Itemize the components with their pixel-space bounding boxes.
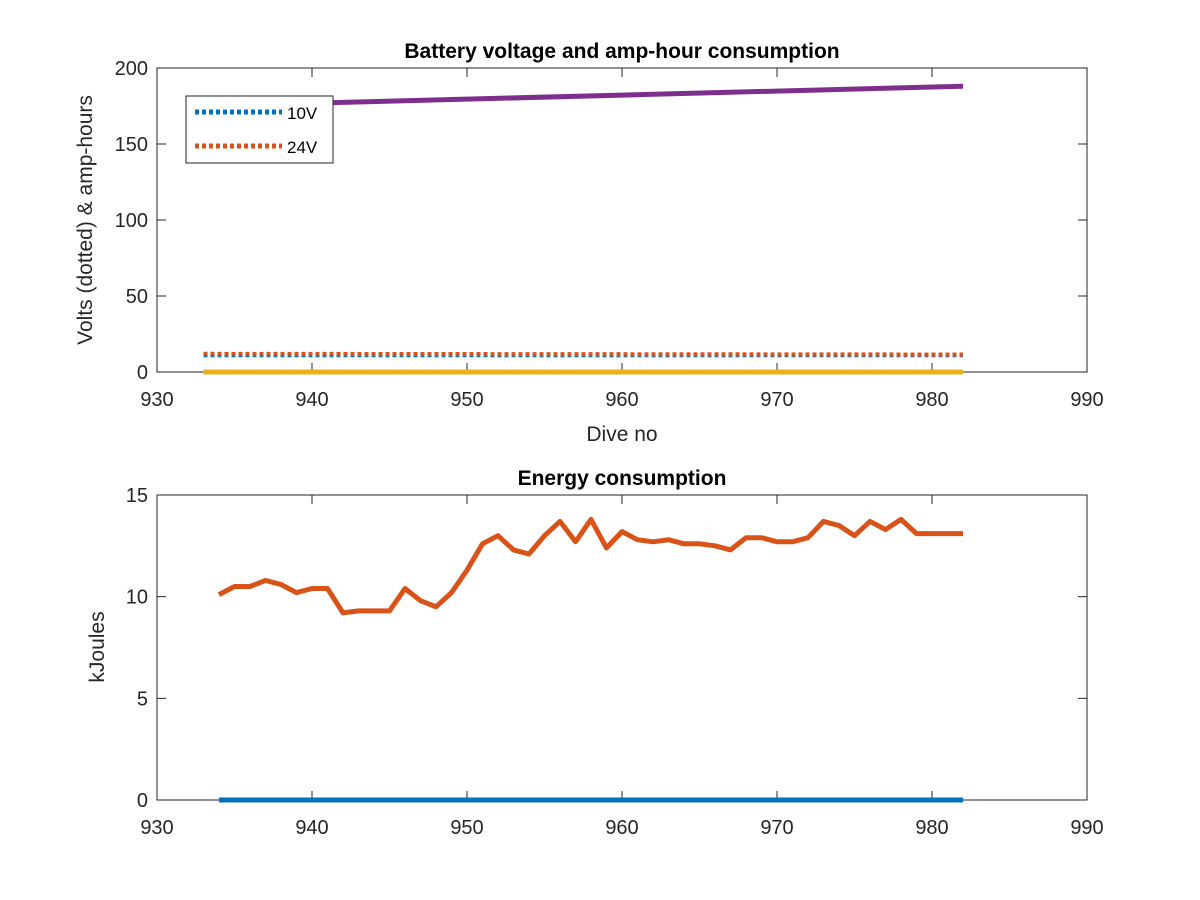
energy-y-tick-label: 10 xyxy=(126,587,148,609)
energy-x-tick-label: 980 xyxy=(915,817,948,839)
energy-ticks: 930 940 950 960 970 980 990 0 5 10 15 xyxy=(126,485,1104,839)
voltage-axes: Battery voltage and amp-hour consumption… xyxy=(74,40,1104,446)
voltage-x-tick-label: 960 xyxy=(605,389,638,411)
voltage-series-line-1 xyxy=(203,351,964,357)
energy-series-line-1 xyxy=(217,516,963,616)
voltage-y-tick-label: 100 xyxy=(115,210,148,232)
energy-x-tick-label: 940 xyxy=(295,817,328,839)
voltage-x-tick-label: 980 xyxy=(915,389,948,411)
energy-x-tick-label: 990 xyxy=(1070,817,1103,839)
voltage-y-tick-label: 50 xyxy=(126,286,148,308)
voltage-x-tick-label: 930 xyxy=(140,389,173,411)
voltage-chart-title: Battery voltage and amp-hour consumption xyxy=(404,40,839,63)
legend-label-10v: 10V xyxy=(287,104,318,123)
energy-x-tick-label: 960 xyxy=(605,817,638,839)
energy-y-tick-label: 15 xyxy=(126,485,148,507)
voltage-x-axis-label: Dive no xyxy=(586,423,657,446)
energy-y-tick-label: 0 xyxy=(137,790,148,812)
energy-y-tick-label: 5 xyxy=(137,688,148,710)
voltage-x-tick-label: 940 xyxy=(295,389,328,411)
voltage-y-tick-label: 0 xyxy=(137,362,148,384)
energy-x-tick-label: 970 xyxy=(760,817,793,839)
voltage-x-tick-label: 970 xyxy=(760,389,793,411)
energy-series-group xyxy=(217,516,963,803)
legend-box xyxy=(185,95,334,164)
voltage-x-tick-label: 990 xyxy=(1070,389,1103,411)
voltage-x-tick-label: 950 xyxy=(450,389,483,411)
energy-x-tick-label: 930 xyxy=(140,817,173,839)
energy-x-tick-label: 950 xyxy=(450,817,483,839)
voltage-y-axis-label: Volts (dotted) & amp-hours xyxy=(74,95,97,345)
energy-y-axis-label: kJoules xyxy=(86,611,109,682)
voltage-legend: 10V 24V xyxy=(185,95,334,164)
legend-label-24v: 24V xyxy=(287,138,318,157)
energy-axes: Energy consumption kJoules 930 940 950 960 9… xyxy=(86,467,1104,839)
voltage-series-group xyxy=(203,83,964,375)
energy-plot-frame xyxy=(156,494,1088,801)
voltage-y-tick-label: 150 xyxy=(115,134,148,156)
energy-chart-title: Energy consumption xyxy=(518,467,727,490)
voltage-y-tick-label: 200 xyxy=(115,58,148,80)
